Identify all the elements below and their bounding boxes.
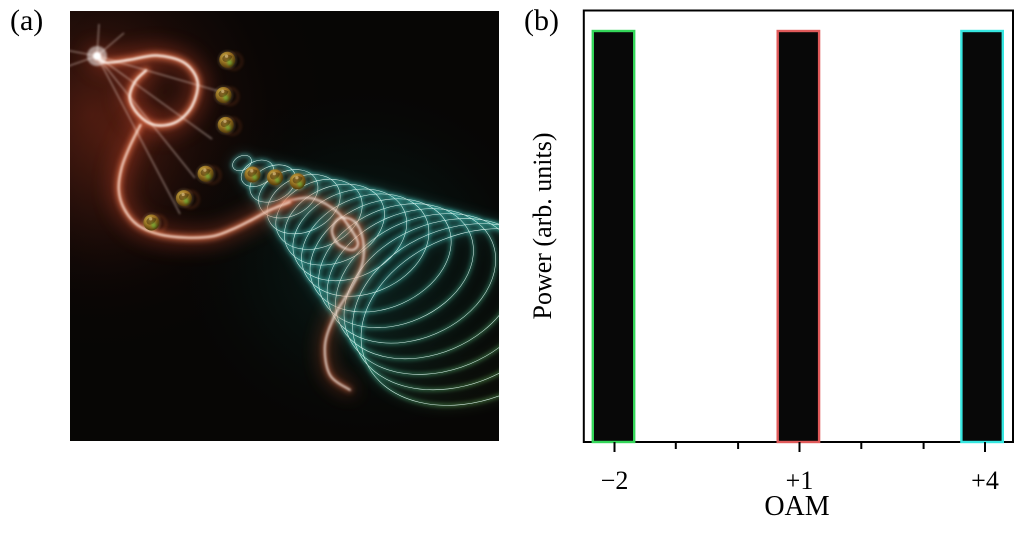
svg-text:Power (arb. units): Power (arb. units) xyxy=(528,132,557,319)
svg-text:OAM: OAM xyxy=(764,491,829,522)
svg-text:+4: +4 xyxy=(971,466,999,495)
svg-text:−2: −2 xyxy=(601,466,629,495)
